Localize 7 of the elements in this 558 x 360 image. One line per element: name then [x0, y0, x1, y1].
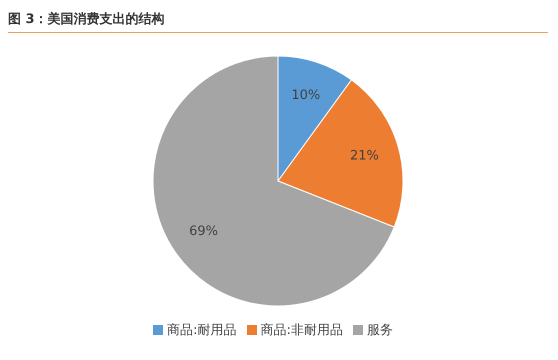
- data-label: 10%: [291, 88, 320, 103]
- legend-label: 服务: [366, 323, 393, 338]
- data-label: 69%: [189, 224, 218, 240]
- legend-label: 商品:非耐用品: [260, 323, 343, 338]
- chart-title: 图 3：美国消费支出的结构: [8, 10, 166, 29]
- data-label: 21%: [350, 148, 379, 164]
- legend-label: 商品:耐用品: [167, 323, 236, 338]
